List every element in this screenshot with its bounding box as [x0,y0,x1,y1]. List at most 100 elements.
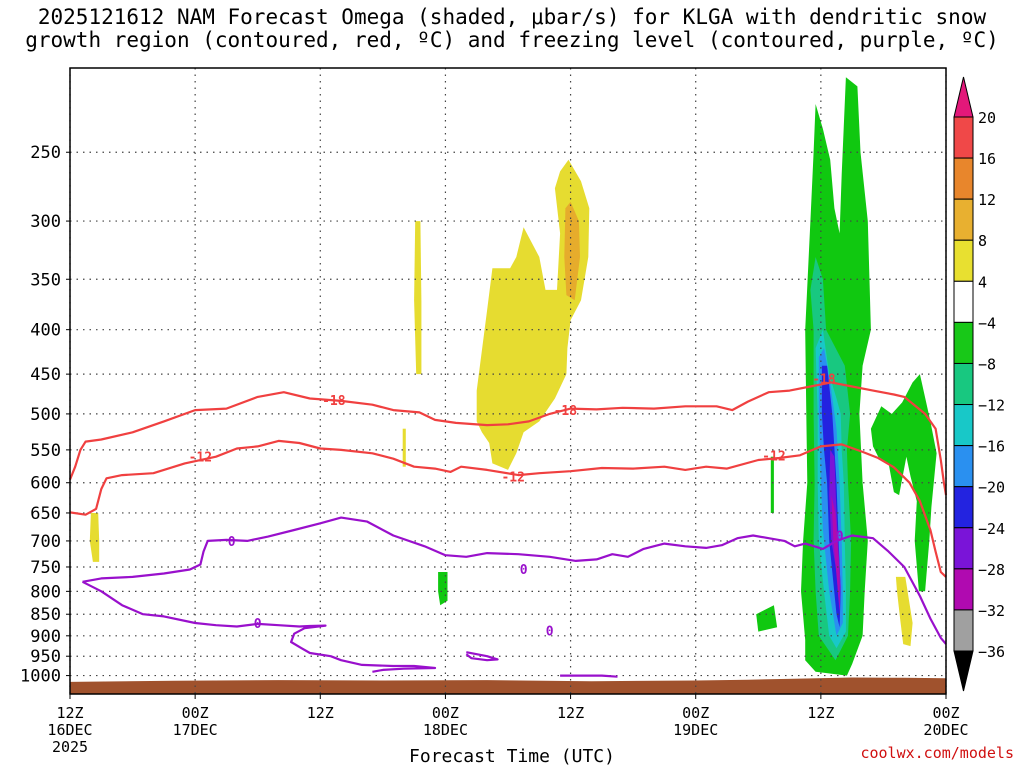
x-tick-label-48: 12Z [557,704,584,722]
freezing-contour-label-0-0: 0 [228,535,236,550]
colorbar-box-2 [953,198,974,241]
omega-region-0-1 [414,221,422,375]
plot-frame [69,67,947,695]
colorbar: 20 16 12 8 4 −4 −8 −12 −16 −20 −24 −28 −32 −36 [953,76,1005,692]
y-tick-label-300: 300 [30,212,61,232]
colorbar-label-12: −32 [978,602,1005,620]
y-tick-label-350: 350 [30,270,61,290]
x-tick-date-36: 18DEC [423,721,468,739]
dgz-contour-label-1-1: -12 [501,470,524,485]
x-tick-date-0: 16DEC [47,721,92,739]
omega-region-0-2 [402,428,406,467]
x-tick-label-12: 00Z [182,704,209,722]
colorbar-box-6 [953,362,974,406]
site-credit: coolwx.com/models [860,744,1014,762]
x-tick-label-36: 00Z [432,704,459,722]
y-tick-label-750: 750 [30,558,61,578]
colorbar-label-5: −4 [978,314,996,332]
axes-layer: 2503003504004505005506006507007508008509… [20,143,969,756]
omega-shading-layer [89,77,937,676]
dgz-contour-label-1-2: -12 [762,449,785,464]
freezing-contour-0 [82,516,947,645]
omega-region-2-0 [438,572,448,606]
colorbar-box-0 [953,116,974,159]
y-tick-label-500: 500 [30,405,61,425]
freezing-contour-label-0-1: 0 [520,563,528,578]
colorbar-box-8 [953,445,974,488]
colorbar-label-7: −12 [978,397,1005,415]
y-tick-label-1000: 1000 [20,667,61,687]
colorbar-label-11: −28 [978,561,1005,579]
y-tick-label-700: 700 [30,532,61,552]
y-tick-label-450: 450 [30,365,61,385]
x-tick-date-84: 20DEC [923,721,968,739]
colorbar-bottom-arrow [953,650,974,692]
y-tick-label-650: 650 [30,504,61,524]
omega-region-0-4 [895,576,913,647]
x-axis-title: Forecast Time (UTC) [409,746,615,767]
colorbar-box-4 [953,280,974,323]
colorbar-label-3: 8 [978,232,987,250]
x-tick-label-0: 12Z [56,704,83,722]
y-tick-label-950: 950 [30,647,61,667]
chart-title-line-2: growth region (contoured, red, ºC) and f… [25,28,999,52]
x-tick-label-72: 12Z [807,704,834,722]
colorbar-box-10 [953,527,974,570]
omega-region-0-3 [476,159,590,470]
x-tick-label-24: 12Z [307,704,334,722]
colorbar-label-10: −24 [978,520,1005,538]
omega-region-8-0 [831,495,840,610]
chart-title-line-1: 2025121612 NAM Forecast Omega (shaded, μ… [37,5,987,29]
omega-region-2-4 [870,374,937,592]
colorbar-label-6: −8 [978,355,996,373]
colorbar-box-5 [953,321,974,364]
y-tick-label-800: 800 [30,582,61,602]
omega-region-2-2 [770,456,774,513]
y-tick-label-400: 400 [30,321,61,341]
y-tick-label-600: 600 [30,474,61,494]
colorbar-box-3 [953,239,974,282]
colorbar-box-9 [953,486,974,529]
colorbar-top-arrow [953,76,974,118]
colorbar-label-13: −36 [978,643,1005,661]
omega-region-1-0 [564,201,580,301]
x-tick-label-84: 00Z [932,704,959,722]
omega-region-2-1 [756,605,778,632]
colorbar-box-12 [953,609,974,652]
freezing-contour-3 [560,674,618,678]
y-tick-label-900: 900 [30,627,61,647]
freezing-contour-1 [82,580,437,673]
dgz-contour-1 [69,439,947,578]
colorbar-label-0: 20 [978,109,996,127]
colorbar-label-4: 4 [978,273,987,291]
colorbar-label-9: −20 [978,479,1005,497]
chart-title: 2025121612 NAM Forecast Omega (shaded, μ… [0,6,1024,52]
freezing-contour-label-0-3: 0 [546,625,554,640]
x-tick-date-60: 19DEC [673,721,718,739]
dgz-contour-label-0-2: -18 [812,372,836,387]
omega-region-0-0 [89,513,100,562]
plot-frame-layer [69,67,947,695]
dgz-contour-label-1-0: -12 [189,451,212,466]
colorbar-label-8: −16 [978,438,1005,456]
colorbar-box-1 [953,157,974,200]
colorbar-label-1: 16 [978,150,996,168]
terrain-layer [70,677,946,694]
dgz-contour-0 [68,381,948,496]
freezing-contour-label-0-4: 0 [836,530,844,545]
x-tick-label-60: 00Z [682,704,709,722]
terrain-fill [70,677,946,694]
colorbar-box-7 [953,404,974,447]
y-tick-label-250: 250 [30,143,61,163]
y-tick-label-550: 550 [30,441,61,461]
x-tick-year-0: 2025 [52,738,88,756]
dgz-contour-label-0-1: -18 [554,404,578,419]
dgz-contour-label-0-0: -18 [322,394,346,409]
x-tick-date-12: 17DEC [173,721,218,739]
colorbar-box-11 [953,568,974,611]
y-tick-label-850: 850 [30,605,61,625]
colorbar-label-2: 12 [978,191,996,209]
freezing-contour-2 [465,651,499,662]
